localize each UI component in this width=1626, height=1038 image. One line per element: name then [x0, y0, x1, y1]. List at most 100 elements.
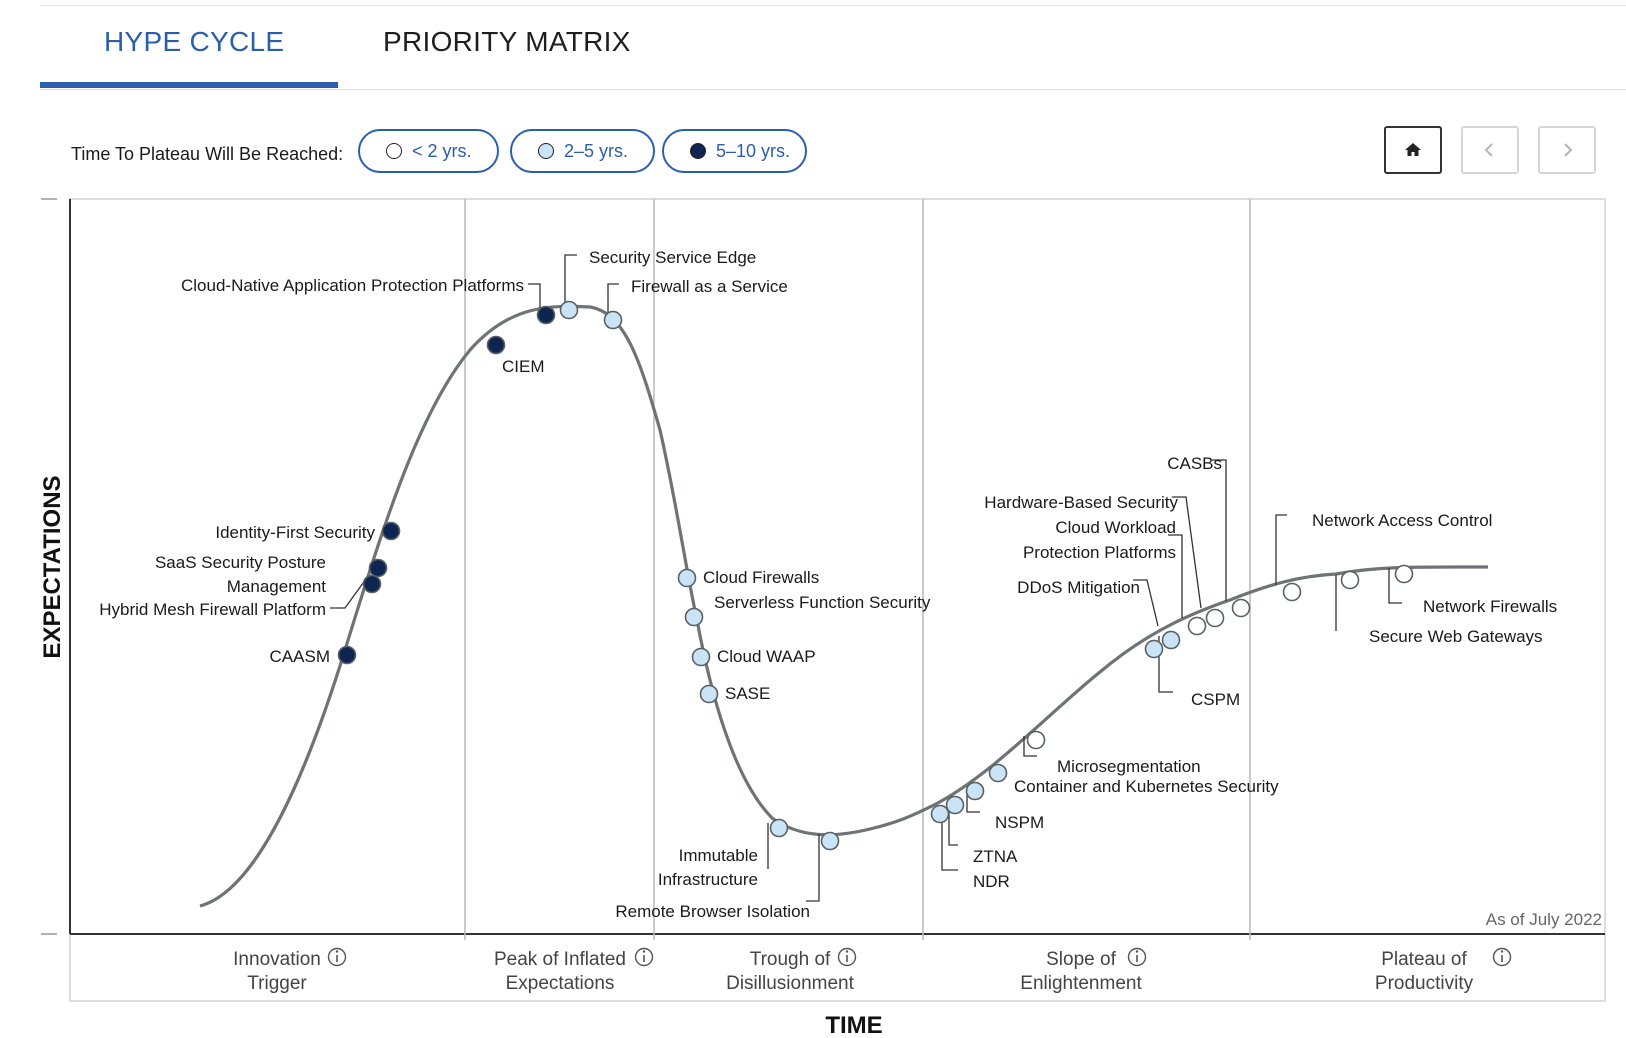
- tech-dot-immutable-infrastructure[interactable]: [769, 818, 789, 838]
- tech-label-immutable-infrastructure[interactable]: Immutable: [679, 846, 758, 865]
- tech-label-network-firewalls[interactable]: Network Firewalls: [1423, 597, 1557, 616]
- phase-label-line2: Expectations: [506, 973, 615, 994]
- tech-label-cloud-workload-protection-platforms[interactable]: Cloud Workload: [1055, 518, 1176, 537]
- tech-label-ztna[interactable]: ZTNA: [973, 847, 1018, 866]
- tech-label-cloud-native-application-protection-platforms[interactable]: Cloud-Native Application Protection Plat…: [181, 276, 524, 295]
- connector-line: [1212, 459, 1227, 601]
- tech-dot-caasm[interactable]: [337, 645, 357, 665]
- tech-dot-ztna[interactable]: [945, 795, 965, 815]
- phase-label-line2: Productivity: [1375, 973, 1474, 994]
- chevron-right-icon: [1564, 143, 1573, 157]
- tab-priority-matrix[interactable]: PRIORITY MATRIX: [383, 26, 631, 57]
- tech-label-firewall-as-a-service[interactable]: Firewall as a Service: [631, 277, 788, 296]
- tech-dot-security-service-edge[interactable]: [559, 300, 579, 320]
- tech-dot-network-access-control[interactable]: [1282, 582, 1302, 602]
- active-tab-indicator: [40, 82, 338, 88]
- tech-dot-ddos-mitigation[interactable]: [1161, 630, 1181, 650]
- tech-label-secure-web-gateways[interactable]: Secure Web Gateways: [1369, 627, 1543, 646]
- connector-line: [564, 254, 577, 303]
- tech-label-saas-security-posture-management[interactable]: SaaS Security Posture: [155, 553, 326, 572]
- tech-dot-saas-security-posture-management[interactable]: [368, 558, 388, 578]
- connector-line: [966, 789, 980, 813]
- phase-trough-of-disillusionment: Trough of Disillusionment: [726, 947, 857, 994]
- phase-label-line1: Plateau of: [1381, 949, 1467, 970]
- tech-dot-hybrid-mesh-firewall-platform[interactable]: [362, 574, 382, 594]
- phase-peak-of-inflated-expectations: Peak of Inflated Expectations: [494, 947, 654, 994]
- legend-item-label: 2–5 yrs.: [564, 140, 629, 161]
- connector-line: [1023, 736, 1037, 757]
- home-button[interactable]: [1384, 126, 1442, 174]
- tech-dot-cloud-firewalls[interactable]: [677, 568, 697, 588]
- tech-dot-identity-first-security[interactable]: [381, 521, 401, 541]
- tech-dot-cspm[interactable]: [1144, 639, 1164, 659]
- y-axis-title: EXPECTATIONS: [39, 475, 66, 658]
- tech-dot-network-firewalls[interactable]: [1394, 564, 1414, 584]
- tech-dot-cloud-waap[interactable]: [691, 647, 711, 667]
- phase-label-line2: Enlightenment: [1020, 973, 1142, 994]
- tech-label-cloud-waap[interactable]: Cloud WAAP: [717, 647, 816, 666]
- connector-line: [1133, 579, 1159, 627]
- tab-hype-cycle[interactable]: HYPE CYCLE: [104, 26, 285, 57]
- legend-filter-5-10-yrs[interactable]: 5–10 yrs.: [662, 129, 807, 173]
- connector-line: [806, 834, 820, 902]
- tech-label-security-service-edge[interactable]: Security Service Edge: [589, 248, 756, 267]
- tech-label-container-and-kubernetes-security[interactable]: Container and Kubernetes Security: [1014, 777, 1279, 796]
- tech-dot-hardware-based-security[interactable]: [1205, 608, 1225, 628]
- info-icon[interactable]: [1492, 947, 1512, 967]
- tech-label-nspm[interactable]: NSPM: [995, 813, 1044, 832]
- tech-label-microsegmentation[interactable]: Microsegmentation: [1057, 757, 1201, 776]
- tech-dot-ciem[interactable]: [486, 335, 506, 355]
- connector-line: [1168, 534, 1183, 618]
- legend-filter-under-2-yrs[interactable]: < 2 yrs.: [358, 129, 499, 173]
- connector-line: [941, 807, 958, 871]
- tech-label-saas-security-posture-management[interactable]: Management: [227, 577, 327, 596]
- tech-dot-sase[interactable]: [699, 684, 719, 704]
- info-icon[interactable]: [1127, 947, 1147, 967]
- tech-label-remote-browser-isolation[interactable]: Remote Browser Isolation: [615, 902, 810, 921]
- tech-label-hybrid-mesh-firewall-platform[interactable]: Hybrid Mesh Firewall Platform: [99, 600, 326, 619]
- tech-label-sase[interactable]: SASE: [725, 684, 770, 703]
- tech-label-identity-first-security[interactable]: Identity-First Security: [215, 523, 375, 542]
- dark-blue-dot-icon: [690, 143, 706, 159]
- info-icon[interactable]: [327, 947, 347, 967]
- tech-dot-container-and-kubernetes-security[interactable]: [988, 763, 1008, 783]
- tech-dot-remote-browser-isolation[interactable]: [820, 831, 840, 851]
- tabs-divider: [40, 89, 1626, 90]
- tech-label-cloud-firewalls[interactable]: Cloud Firewalls: [703, 568, 819, 587]
- tech-label-serverless-function-security[interactable]: Serverless Function Security: [714, 593, 931, 612]
- tech-dot-ndr[interactable]: [930, 804, 950, 824]
- connector-line: [1275, 514, 1287, 585]
- tech-label-immutable-infrastructure[interactable]: Infrastructure: [658, 870, 758, 889]
- next-button[interactable]: [1538, 126, 1596, 174]
- tech-label-caasm[interactable]: CAASM: [270, 647, 330, 666]
- info-icon[interactable]: [634, 947, 654, 967]
- tech-dot-secure-web-gateways[interactable]: [1340, 570, 1360, 590]
- tech-dot-serverless-function-security[interactable]: [684, 607, 704, 627]
- tech-label-cloud-workload-protection-platforms[interactable]: Protection Platforms: [1023, 543, 1176, 562]
- tech-dot-casbs[interactable]: [1231, 598, 1251, 618]
- phase-label-line2: Disillusionment: [726, 973, 854, 994]
- phase-slope-of-enlightenment: Slope of Enlightenment: [1020, 947, 1147, 994]
- white-dot-icon: [386, 143, 402, 159]
- tech-label-ndr[interactable]: NDR: [973, 872, 1010, 891]
- chevron-left-icon: [1484, 143, 1493, 157]
- technology-label-group: CAASM Hybrid Mesh Firewall Platform SaaS S…: [99, 248, 1557, 921]
- previous-button[interactable]: [1461, 126, 1519, 174]
- tech-label-ddos-mitigation[interactable]: DDoS Mitigation: [1017, 578, 1140, 597]
- phase-plateau-of-productivity: Plateau of Productivity: [1375, 947, 1512, 994]
- legend-filter-2-5-yrs[interactable]: 2–5 yrs.: [510, 129, 655, 173]
- tech-dot-microsegmentation[interactable]: [1026, 730, 1046, 750]
- tech-dot-firewall-as-a-service[interactable]: [603, 310, 623, 330]
- tech-label-cspm[interactable]: CSPM: [1191, 690, 1240, 709]
- tech-label-network-access-control[interactable]: Network Access Control: [1312, 511, 1492, 530]
- tech-dot-cloud-workload-protection-platforms[interactable]: [1187, 616, 1207, 636]
- tech-dot-nspm[interactable]: [965, 781, 985, 801]
- tech-label-ciem[interactable]: CIEM: [502, 357, 545, 376]
- tech-dot-cloud-native-application-protection-platforms[interactable]: [536, 305, 556, 325]
- info-icon[interactable]: [837, 947, 857, 967]
- tech-label-hardware-based-security[interactable]: Hardware-Based Security: [984, 493, 1178, 512]
- technology-dot-group: [337, 300, 1414, 851]
- x-axis-title: TIME: [825, 1012, 882, 1038]
- tech-label-casbs[interactable]: CASBs: [1167, 454, 1222, 473]
